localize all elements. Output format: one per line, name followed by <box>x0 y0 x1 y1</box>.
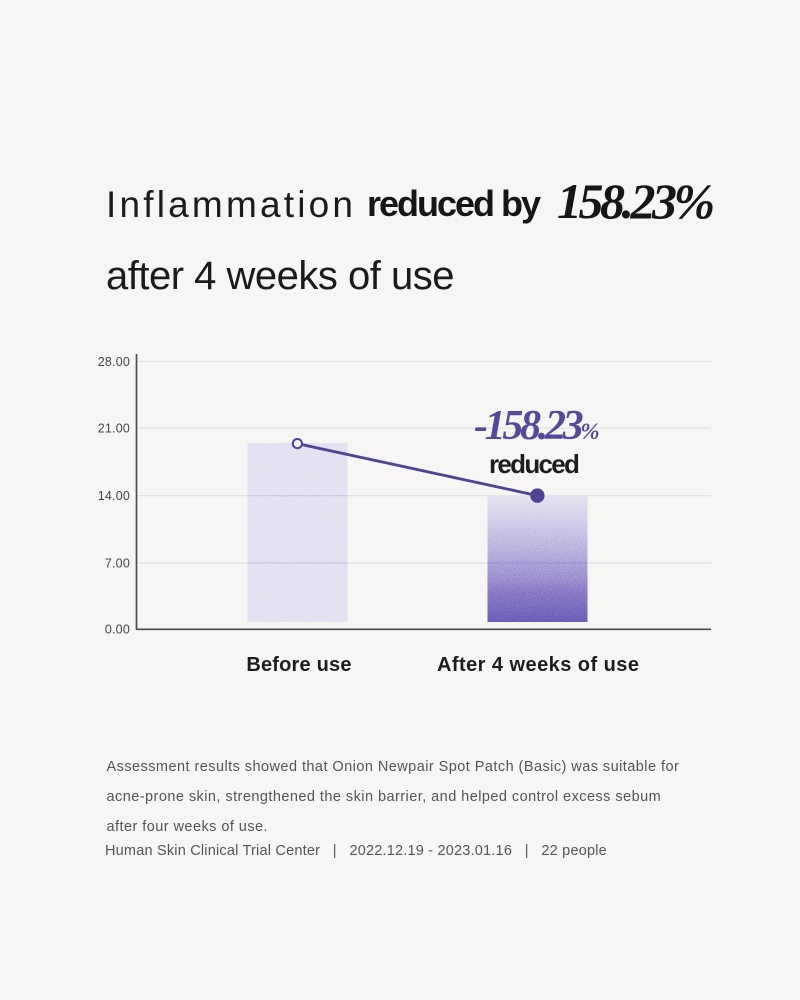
svg-text:7.00: 7.00 <box>105 556 130 570</box>
svg-text:0.00: 0.00 <box>105 623 130 637</box>
svg-text:14.00: 14.00 <box>98 489 130 503</box>
svg-text:28.00: 28.00 <box>98 355 130 369</box>
svg-text:21.00: 21.00 <box>98 422 130 436</box>
